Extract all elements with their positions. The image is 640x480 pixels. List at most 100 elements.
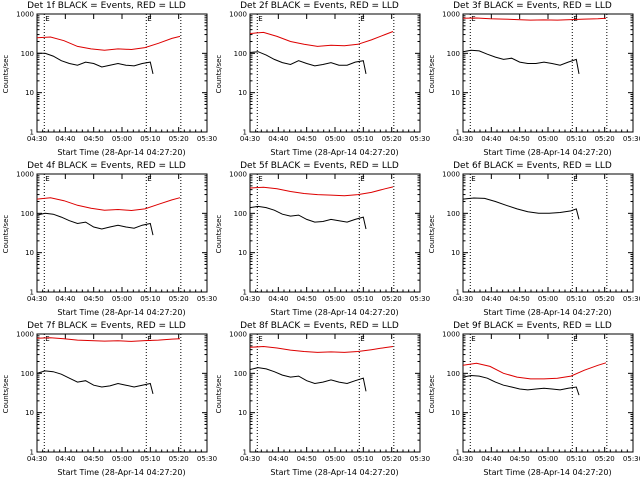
x-tick-label: 05:30	[197, 295, 217, 303]
y-tick-label: 100	[234, 370, 247, 378]
lld-series-line	[249, 345, 394, 353]
x-tick-label: 05:30	[623, 455, 640, 463]
event-marker-label: E	[147, 15, 151, 23]
y-tick-label: 1000	[229, 331, 247, 339]
x-tick-label: 04:50	[510, 455, 530, 463]
y-tick-label: 10	[238, 89, 247, 97]
y-tick-label: 1000	[16, 171, 34, 179]
y-tick-label: 1000	[16, 331, 34, 339]
y-tick-label: 100	[447, 370, 460, 378]
event-marker-label: E	[147, 335, 151, 343]
plot-frame	[36, 13, 208, 133]
events-series-line	[37, 52, 154, 75]
x-tick-label: 05:00	[112, 455, 132, 463]
y-tick-label: 1	[30, 289, 34, 297]
panel-title: Det 2f BLACK = Events, RED = LLD	[240, 1, 399, 11]
x-tick-label: 04:50	[84, 135, 104, 143]
x-tick-label: 04:40	[55, 455, 75, 463]
x-tick-label: 04:50	[510, 295, 530, 303]
x-tick-label: 04:40	[481, 135, 501, 143]
y-axis-label: Counts/sec	[428, 214, 436, 254]
y-tick-label: 1000	[16, 11, 34, 19]
events-series-line	[249, 367, 367, 392]
y-tick-label: 10	[25, 89, 34, 97]
y-tick-label: 1	[456, 289, 460, 297]
x-tick-label: 05:00	[325, 135, 345, 143]
x-tick-label: 05:00	[538, 135, 558, 143]
chart-svg: 1 10 100 1000 04:30 04:40 04:50 05:00 05:10 05:20…	[16, 171, 217, 304]
x-tick-label: 05:30	[623, 135, 640, 143]
y-tick-label: 100	[21, 50, 34, 58]
y-axis-label: Counts/sec	[2, 54, 10, 94]
x-tick-label: 05:00	[538, 295, 558, 303]
y-tick-label: 1	[456, 449, 460, 457]
y-tick-label: 10	[25, 249, 34, 257]
chart-svg: 1 10 100 1000 04:30 04:40 04:50 05:00 05:10 05:20…	[442, 171, 640, 304]
lld-series-line	[36, 197, 181, 212]
x-tick-label: 05:10	[353, 295, 373, 303]
lld-series-line	[249, 31, 394, 47]
panel-title: Det 7f BLACK = Events, RED = LLD	[27, 321, 186, 331]
chart-svg: 1 10 100 1000 04:30 04:40 04:50 05:00 05:10 05:20…	[16, 331, 217, 464]
lld-series-line	[462, 17, 607, 21]
y-tick-label: 10	[25, 409, 34, 417]
x-tick-label: 04:40	[55, 295, 75, 303]
event-marker-label: E	[471, 15, 475, 23]
y-tick-label: 1	[243, 449, 247, 457]
y-axis-label: Counts/sec	[215, 214, 223, 254]
event-marker-label: E	[471, 335, 475, 343]
event-marker-label: E	[147, 175, 151, 183]
x-tick-label: 05:20	[382, 135, 402, 143]
x-axis-label: Start Time (28-Apr-14 04:27:20)	[270, 468, 399, 477]
lld-series-line	[249, 186, 394, 197]
x-tick-label: 05:00	[325, 455, 345, 463]
events-series-line	[249, 51, 367, 75]
panel-title: Det 5f BLACK = Events, RED = LLD	[240, 161, 399, 171]
x-tick-label: 05:10	[353, 135, 373, 143]
x-tick-label: 04:50	[510, 135, 530, 143]
x-tick-label: 04:50	[297, 135, 317, 143]
x-tick-label: 04:40	[268, 295, 288, 303]
x-tick-label: 04:50	[297, 455, 317, 463]
y-tick-label: 100	[21, 210, 34, 218]
x-tick-label: 05:00	[112, 135, 132, 143]
x-tick-label: 05:10	[353, 455, 373, 463]
x-tick-label: 05:20	[169, 295, 189, 303]
x-tick-label: 05:20	[595, 455, 615, 463]
x-tick-label: 05:10	[140, 295, 160, 303]
x-tick-label: 05:10	[566, 295, 586, 303]
plot-frame	[462, 333, 634, 453]
lld-series-line	[36, 35, 181, 51]
plot-frame	[36, 333, 208, 453]
event-marker-label: E	[573, 335, 577, 343]
y-tick-label: 1	[243, 289, 247, 297]
x-axis-label: Start Time (28-Apr-14 04:27:20)	[483, 148, 612, 157]
x-tick-label: 05:20	[169, 135, 189, 143]
x-tick-label: 05:30	[410, 135, 430, 143]
events-series-line	[249, 205, 367, 230]
y-tick-label: 10	[451, 89, 460, 97]
x-tick-label: 04:40	[268, 455, 288, 463]
x-tick-label: 04:40	[55, 135, 75, 143]
y-tick-label: 1000	[229, 171, 247, 179]
x-tick-label: 05:30	[197, 135, 217, 143]
x-tick-label: 04:40	[481, 295, 501, 303]
y-tick-label: 1000	[442, 171, 460, 179]
x-tick-label: 05:10	[140, 455, 160, 463]
x-tick-label: 05:00	[538, 455, 558, 463]
x-tick-label: 05:20	[595, 135, 615, 143]
panel-title: Det 3f BLACK = Events, RED = LLD	[453, 1, 612, 11]
event-marker-label: E	[45, 175, 49, 183]
x-tick-label: 05:20	[595, 295, 615, 303]
y-tick-label: 1	[30, 129, 34, 137]
x-tick-label: 04:40	[268, 135, 288, 143]
chart-svg: 1 10 100 1000 04:30 04:40 04:50 05:00 05:10 05:20…	[229, 11, 430, 144]
event-marker-label: E	[45, 335, 49, 343]
x-tick-label: 05:30	[410, 295, 430, 303]
y-tick-label: 100	[21, 370, 34, 378]
x-tick-label: 04:30	[453, 455, 473, 463]
y-axis-label: Counts/sec	[2, 214, 10, 254]
lld-series-line	[462, 362, 607, 380]
detector-panel: 1 10 100 1000 04:30 04:40 04:50 05:00 05:10 05:20…	[0, 320, 217, 480]
